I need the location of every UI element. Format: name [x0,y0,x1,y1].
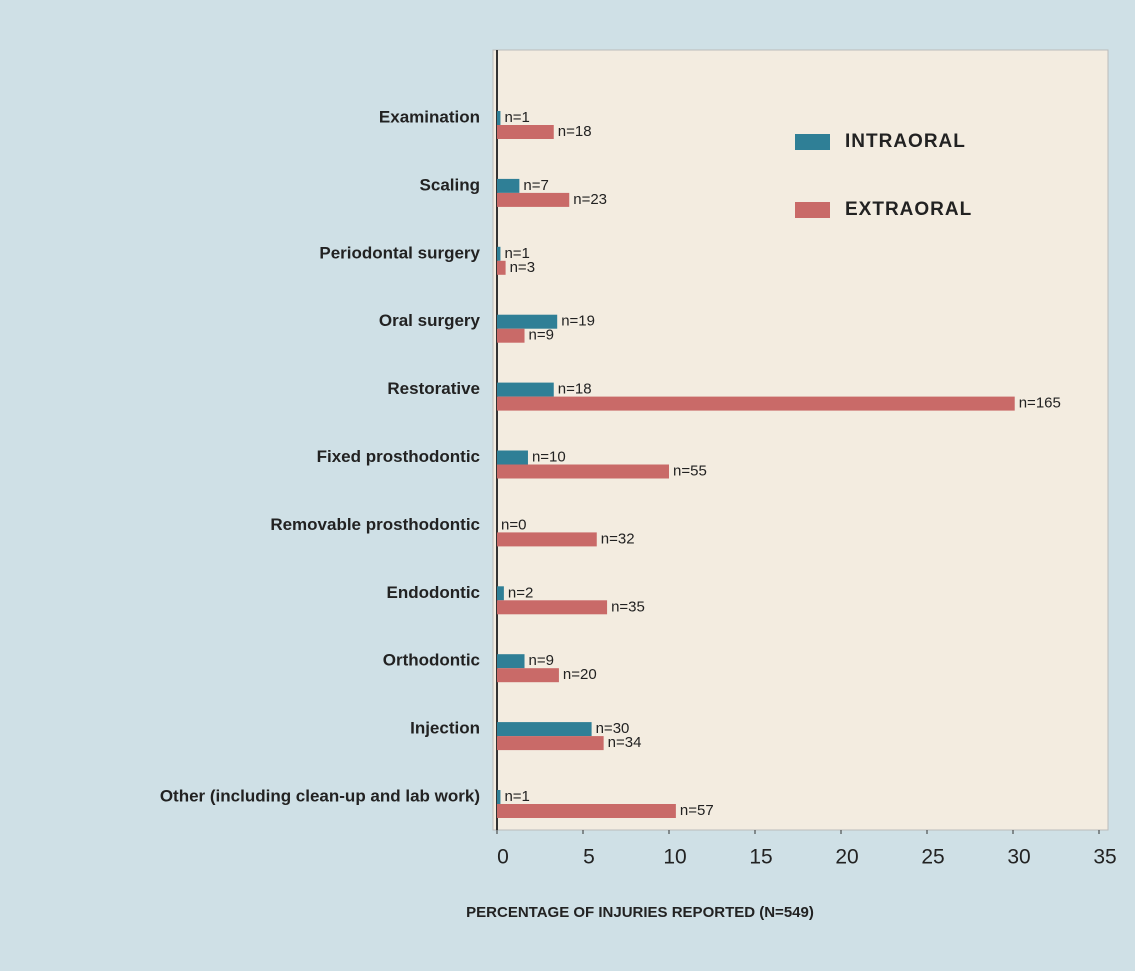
value-label: n=1 [504,109,529,126]
x-tick-label: 35 [1093,846,1116,869]
bar [497,192,570,207]
legend-swatch [795,202,830,218]
value-label: n=18 [558,123,592,140]
category-label: Removable prosthodontic [270,515,480,534]
value-label: n=30 [596,720,630,737]
x-tick-label: 0 [497,846,509,869]
x-tick-label: 25 [921,846,944,869]
bar [497,396,1015,411]
bar [497,260,506,275]
x-axis-label: PERCENTAGE OF INJURIES REPORTED (N=549) [466,904,814,921]
value-label: n=23 [573,191,607,208]
category-label: Orthodontic [383,651,480,670]
value-label: n=1 [504,788,529,805]
bar [497,668,559,683]
value-label: n=9 [529,652,554,669]
value-label: n=32 [601,530,635,547]
category-label: Endodontic [387,583,480,602]
value-label: n=9 [529,327,554,344]
bar [497,111,501,125]
bar [497,246,501,261]
category-label: Oral surgery [379,311,481,330]
legend-label: INTRAORAL [845,131,966,152]
bar [497,328,525,343]
category-label: Restorative [387,379,480,398]
value-label: n=10 [532,448,566,465]
category-label: Injection [410,719,480,738]
category-label: Examination [379,107,480,126]
bar [497,654,525,669]
value-label: n=3 [510,259,535,276]
bar [497,464,669,479]
legend-swatch [795,134,830,150]
bar [497,736,604,751]
bar [497,532,597,547]
category-label: Fixed prosthodontic [317,447,480,466]
x-tick-label: 10 [663,846,686,869]
value-label: n=57 [680,802,714,819]
x-tick-label: 5 [583,846,595,869]
bar [497,790,501,804]
bar [497,722,592,737]
value-label: n=55 [673,462,707,479]
x-tick-label: 15 [749,846,772,869]
bar [497,178,520,193]
value-label: n=34 [608,734,642,751]
value-label: n=0 [501,516,526,533]
category-label: Scaling [420,175,480,194]
value-label: n=1 [504,245,529,262]
legend-label: EXTRAORAL [845,199,972,220]
value-label: n=165 [1019,395,1061,412]
bar [497,586,504,601]
bar [497,450,528,465]
x-tick-label: 20 [835,846,858,869]
value-label: n=7 [523,177,548,194]
value-label: n=2 [508,584,533,601]
value-label: n=20 [563,666,597,683]
bar [497,125,554,139]
bar [497,600,608,615]
plot-area [492,49,1109,831]
category-label: Other (including clean-up and lab work) [160,786,480,805]
value-label: n=35 [611,598,645,615]
category-label: Periodontal surgery [319,243,480,262]
bar [497,382,554,397]
value-label: n=18 [558,381,592,398]
bar [497,314,558,329]
bar [497,804,676,818]
x-tick-label: 30 [1007,846,1030,869]
value-label: n=19 [561,313,595,330]
